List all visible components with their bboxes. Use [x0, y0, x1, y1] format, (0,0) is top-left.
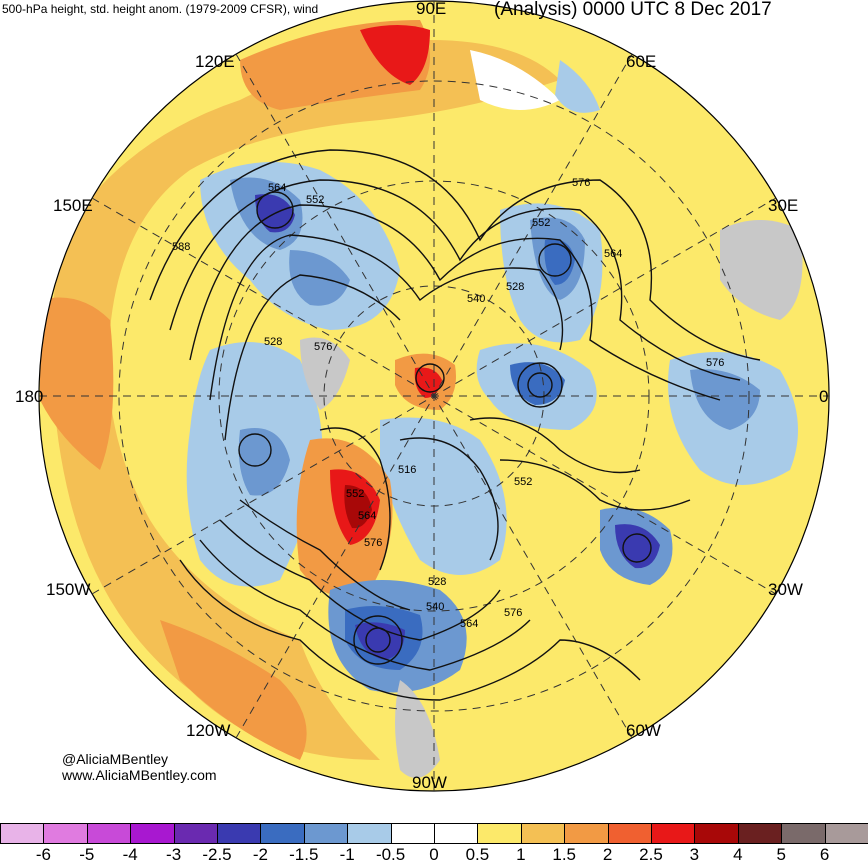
lon-label-90e: 90E	[416, 0, 447, 18]
colorbar-tick-label: 2	[602, 845, 613, 864]
colorbar-swatch	[781, 823, 826, 844]
colorbar-tick-label: -5	[79, 845, 95, 864]
lon-label-150w: 150W	[46, 580, 91, 599]
colorbar-swatch	[737, 823, 783, 844]
colorbar-swatch	[477, 823, 522, 844]
colorbar-swatch	[217, 823, 262, 844]
colorbar-swatch	[607, 823, 652, 844]
map-valid-time: (Analysis) 0000 UTC 8 Dec 2017	[494, 0, 772, 20]
colorbar-swatch	[43, 823, 88, 844]
lon-label-90w: 90W	[412, 773, 447, 792]
colorbar-swatch	[303, 823, 349, 844]
contour-label: 576	[706, 357, 724, 369]
colorbar-tick-label: 1	[516, 845, 526, 864]
colorbar-swatch	[0, 823, 45, 844]
contour-label: 540	[426, 601, 444, 613]
graticule	[38, 0, 830, 792]
colorbar-tick-label: -6	[35, 845, 51, 864]
colorbar-swatch	[347, 823, 392, 844]
credit-handle: @AliciaMBentley	[62, 751, 169, 767]
contour-label: 540	[467, 293, 485, 305]
colorbar-tick-label: -2.5	[202, 845, 232, 864]
lon-label-120w: 120W	[186, 721, 231, 740]
colorbar-tick-label: -4	[122, 845, 138, 864]
lon-label-60e: 60E	[626, 52, 657, 71]
contour-label: 564	[268, 182, 286, 194]
lon-label-150e: 150E	[53, 196, 93, 215]
contour-label: 552	[514, 476, 532, 488]
colorbar-tick-label: -3	[166, 845, 182, 864]
colorbar-swatch	[651, 823, 696, 844]
colorbar-swatch	[520, 823, 566, 844]
colorbar-swatch	[434, 823, 479, 844]
colorbar-swatch	[130, 823, 175, 844]
colorbar-swatch	[260, 823, 305, 844]
colorbar-tick-label: 0.5	[465, 845, 490, 864]
map-subtitle: 500-hPa height, std. height anom. (1979-…	[2, 2, 319, 16]
contour-label: 516	[398, 464, 416, 476]
colorbar-tick-label: -2	[252, 845, 268, 864]
colorbar-swatch	[173, 823, 218, 844]
polar-stereographic-map: 564 552 588 528 576 576 552 564 540 528 …	[38, 0, 830, 792]
contour-label: 528	[428, 576, 446, 588]
colorbar-swatch	[564, 823, 609, 844]
contour-label: 576	[314, 341, 332, 353]
contour-label: 528	[264, 336, 282, 348]
colorbar-tick-label: 2.5	[639, 845, 663, 864]
height-contours	[149, 149, 761, 701]
colorbar-tick-label: -1.5	[289, 845, 319, 864]
anomaly-fill-layer	[39, 1, 829, 791]
colorbar-tick-label: 4	[733, 845, 743, 864]
lon-label-0: 0	[819, 387, 829, 406]
lon-label-30w: 30W	[768, 580, 803, 599]
colorbar-swatch	[824, 823, 868, 844]
colorbar-tick-label: 6	[819, 845, 830, 864]
contour-label: 576	[504, 607, 522, 619]
lon-label-30e: 30E	[768, 196, 799, 215]
colorbar-tick-label: -1	[339, 845, 355, 864]
colorbar-tick-label: -0.5	[375, 845, 406, 864]
colorbar-tick-label: 1.5	[552, 845, 576, 864]
colorbar-tick-label: 5	[776, 845, 786, 864]
colorbar-swatch	[694, 823, 739, 844]
contour-label: 588	[172, 241, 190, 253]
colorbar-tick-label: 3	[689, 845, 700, 864]
colorbar: -6 -5 -4 -3 -2.5 -2 -1.5 -1 -0.5 0 0.5 1 1.5 2 2.5 3 4 5 6	[0, 823, 868, 865]
contour-label: 564	[604, 248, 622, 260]
credit-website: www.AliciaMBentley.com	[62, 767, 217, 783]
lon-label-120e: 120E	[195, 52, 235, 71]
contour-label: 576	[572, 177, 590, 189]
lon-label-180: 180	[15, 387, 44, 406]
colorbar-tick-label: 0	[429, 845, 439, 864]
contour-label: 564	[358, 510, 376, 522]
contour-label: 528	[506, 281, 524, 293]
colorbar-swatch	[86, 823, 132, 844]
contour-label: 552	[532, 217, 550, 229]
contour-label: 552	[346, 488, 364, 500]
contour-labels: 564 552 588 528 576 576 552 564 540 528 …	[172, 177, 724, 630]
lon-label-60w: 60W	[626, 721, 661, 740]
contour-label: 552	[306, 194, 324, 206]
colorbar-swatch	[390, 823, 435, 844]
contour-label: 564	[460, 618, 478, 630]
contour-label: 576	[364, 537, 382, 549]
